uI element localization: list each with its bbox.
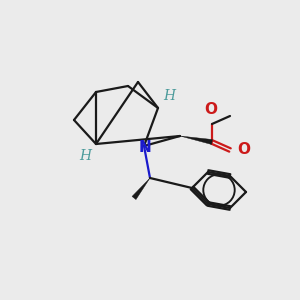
Text: H: H [163, 89, 175, 103]
Polygon shape [132, 178, 150, 200]
Text: O: O [237, 142, 250, 158]
Text: O: O [205, 102, 218, 117]
Polygon shape [180, 136, 212, 145]
Text: H: H [79, 149, 91, 163]
Text: N: N [139, 140, 152, 154]
